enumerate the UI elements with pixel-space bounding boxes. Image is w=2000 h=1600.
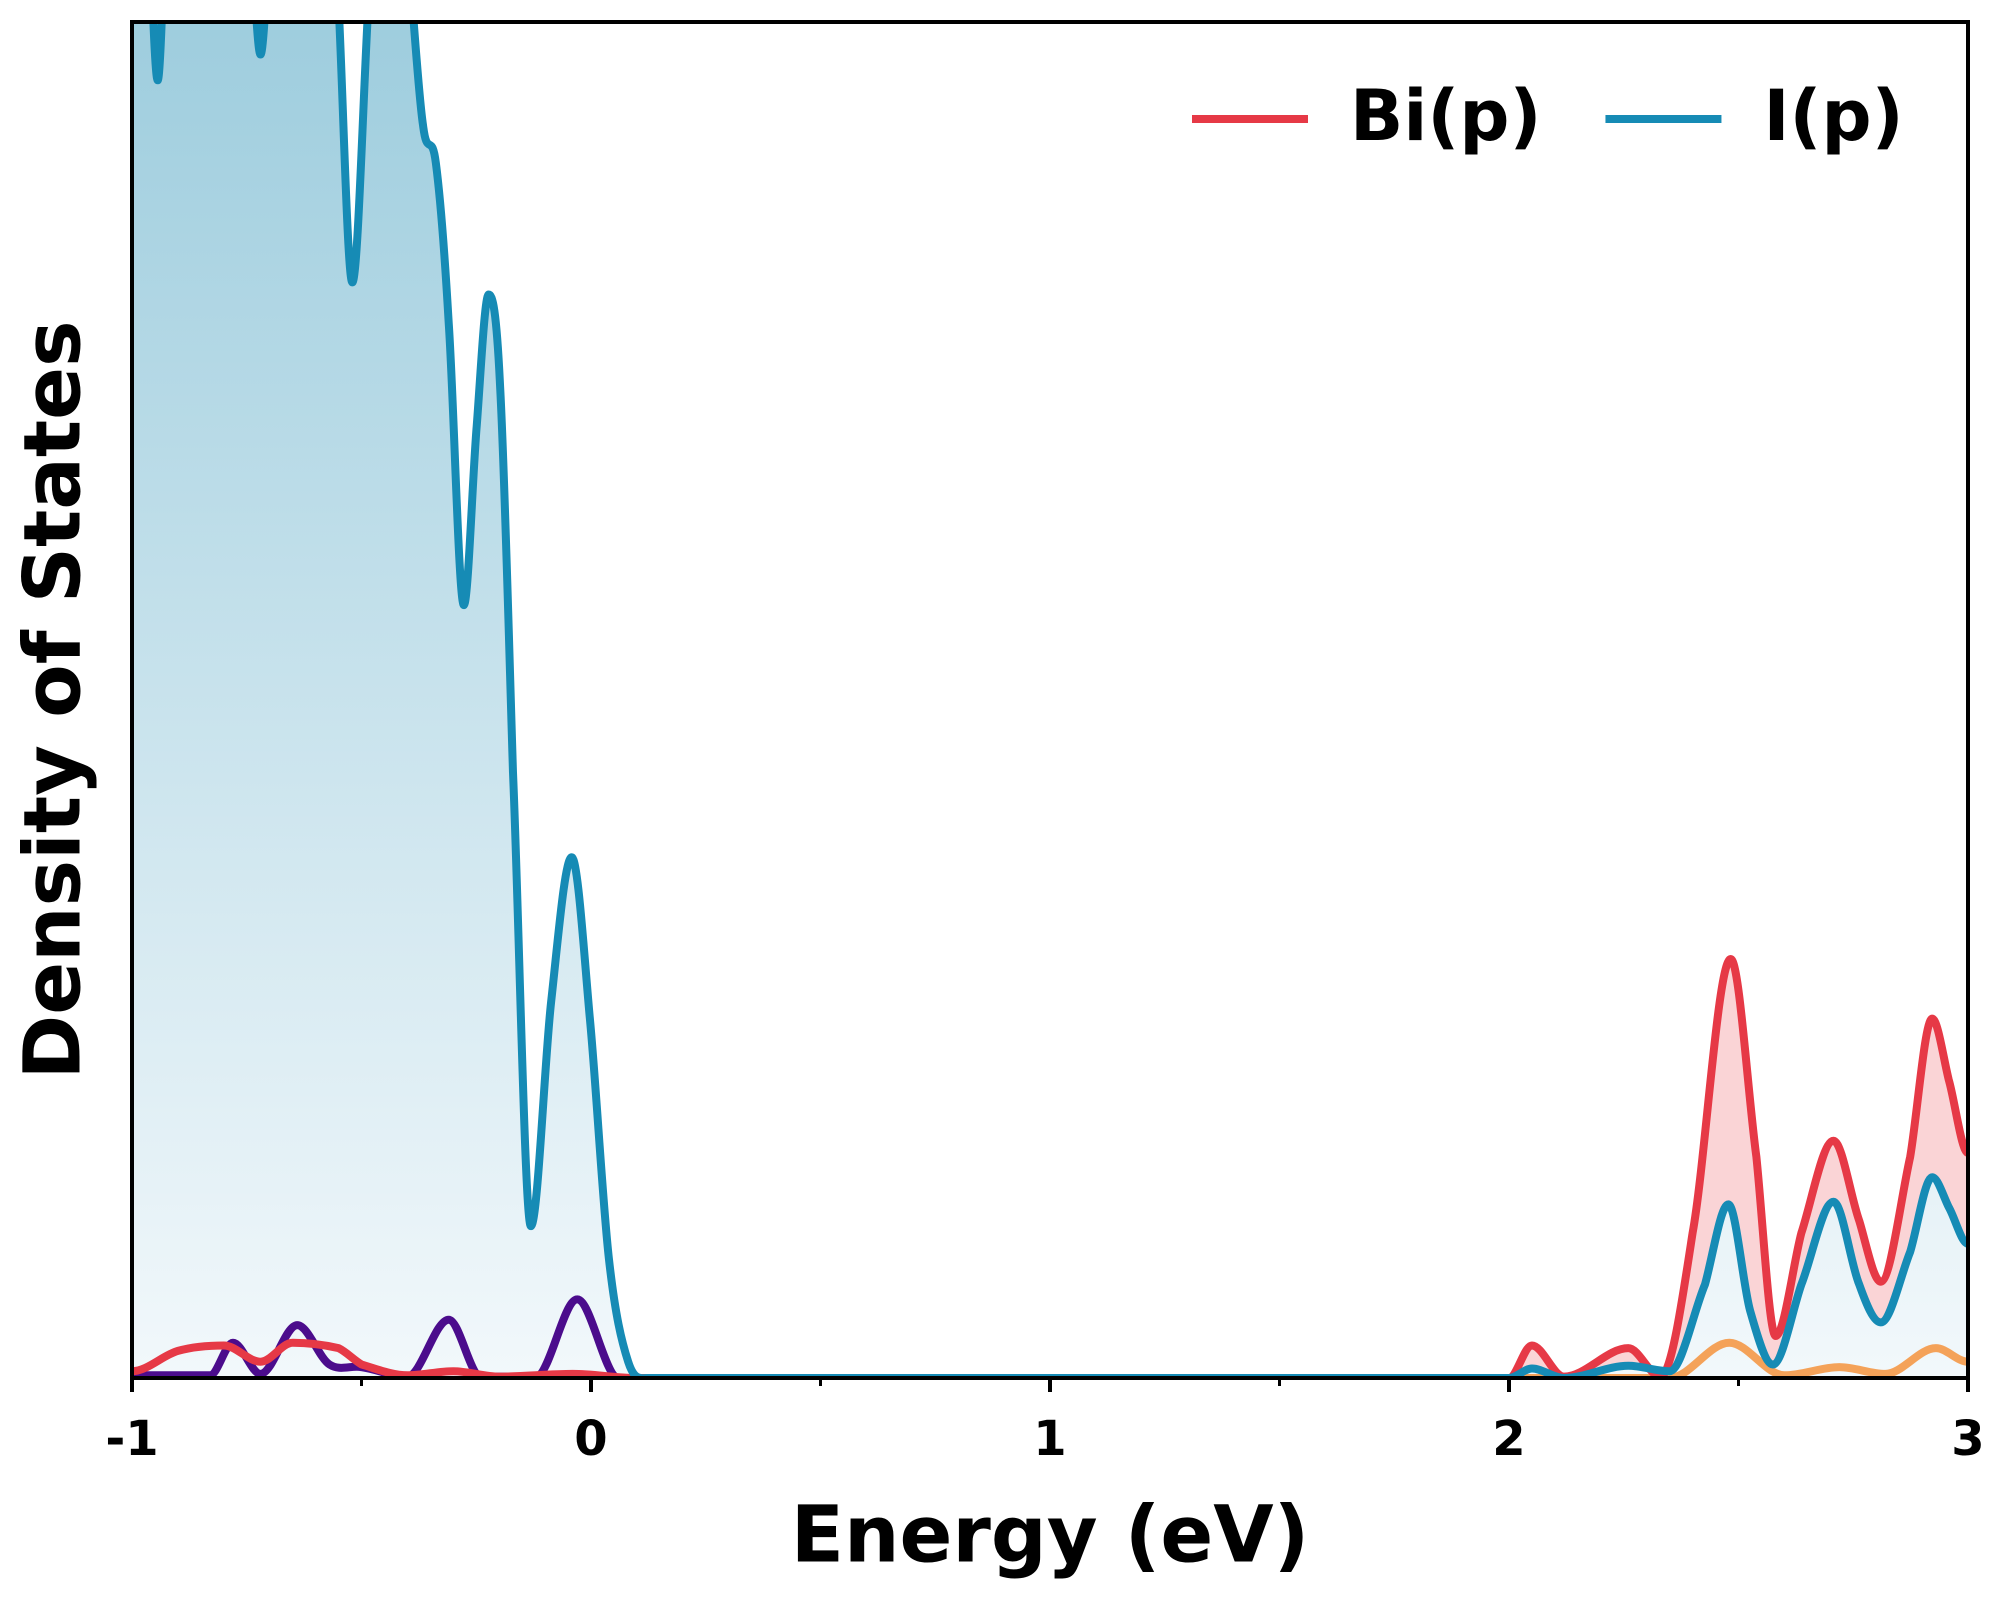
x-tick-label: -1 bbox=[105, 1411, 158, 1467]
x-axis-label: Energy (eV) bbox=[791, 1490, 1310, 1580]
series-line bbox=[149, 22, 1968, 1378]
y-axis-label: Density of States bbox=[8, 320, 98, 1079]
x-tick-label: 2 bbox=[1492, 1411, 1525, 1467]
series-area bbox=[132, 22, 1968, 1378]
x-tick-label: 0 bbox=[574, 1411, 607, 1467]
x-tick-label: 1 bbox=[1033, 1411, 1066, 1467]
plot-area bbox=[132, 22, 1968, 1378]
x-tick-label: 3 bbox=[1951, 1411, 1984, 1467]
legend-label: Bi(p) bbox=[1350, 75, 1541, 157]
series-line bbox=[132, 954, 1968, 1378]
legend-label: I(p) bbox=[1763, 75, 1903, 157]
